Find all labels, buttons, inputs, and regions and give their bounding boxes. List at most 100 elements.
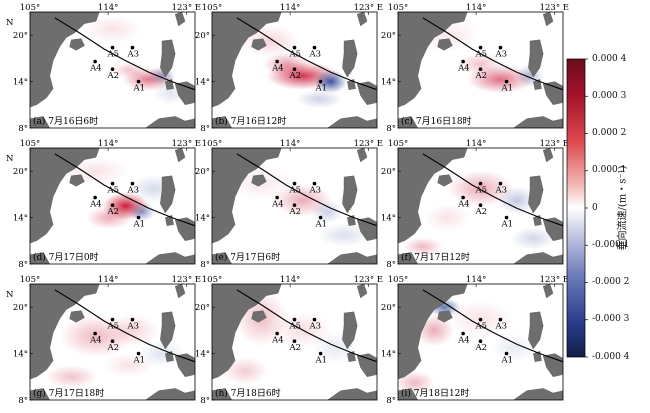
typhoon-track xyxy=(422,153,563,227)
upwelling-anomaly xyxy=(263,52,310,76)
station-label-a5: A5 xyxy=(107,186,120,196)
lon-label: 123° E xyxy=(172,3,201,13)
upwelling-anomaly xyxy=(398,371,435,395)
station-marker xyxy=(275,195,279,200)
colorbar-tick-label: 0.000 1 xyxy=(592,165,627,176)
panel-title: (i) 7月18日12时 xyxy=(401,387,469,399)
lat-label: 14° xyxy=(381,78,396,88)
station-marker xyxy=(110,339,115,344)
station-marker xyxy=(318,351,323,356)
station-marker xyxy=(130,317,135,322)
station-marker xyxy=(275,59,279,64)
map-panel-a: A5 A3 A4 A2 A1 20° 14° 8° 105° 114° 123° E N (a) 7月1… xyxy=(6,3,201,134)
land-mass xyxy=(30,148,195,264)
station-label-a1: A1 xyxy=(133,84,146,94)
panel-title: (g) 7月17日18时 xyxy=(33,387,104,399)
lon-label: 114° xyxy=(466,139,486,149)
station-label-a2: A2 xyxy=(289,207,302,217)
panel-frame xyxy=(211,147,378,265)
land-mass xyxy=(30,284,195,400)
station-marker xyxy=(461,195,465,200)
station-label-a4: A4 xyxy=(89,335,102,345)
lon-label: 114° xyxy=(466,3,486,13)
station-marker xyxy=(93,195,97,200)
panel-frame xyxy=(29,11,196,129)
station-label-a1: A1 xyxy=(501,84,514,94)
land-mass xyxy=(398,284,563,400)
station-label-a1: A1 xyxy=(133,220,146,230)
map-panel-b: A5 A3 A4 A2 A1 20° 14° 8° 105° 114° 123° E (b) 7月16… xyxy=(195,3,383,134)
panel-title: (a) 7月16日6时 xyxy=(33,115,98,127)
colorbar-gradient xyxy=(566,58,588,358)
station-label-a2: A2 xyxy=(289,71,302,81)
station-label-a4: A4 xyxy=(89,63,102,73)
lat-label: 20° xyxy=(13,167,28,177)
downwelling-anomaly xyxy=(490,333,537,362)
lon-label: 123° E xyxy=(540,3,569,13)
station-label-a2: A2 xyxy=(475,207,488,217)
lat-label: 8° xyxy=(386,260,396,270)
lon-label: 123° E xyxy=(354,275,383,285)
station-label-a2: A2 xyxy=(475,343,488,353)
station-label-a5: A5 xyxy=(475,186,488,196)
station-label-a2: A2 xyxy=(289,343,302,353)
panel-frame xyxy=(211,283,378,401)
lon-label: 105° xyxy=(20,3,40,13)
station-marker xyxy=(478,317,483,322)
vertical-velocity-field xyxy=(240,24,348,109)
typhoon-track xyxy=(54,289,195,363)
station-label-a4: A4 xyxy=(271,63,284,73)
lon-label: 114° xyxy=(280,275,300,285)
station-label-a4: A4 xyxy=(271,335,284,345)
station-marker xyxy=(136,215,141,220)
lat-label: 20° xyxy=(13,31,28,41)
lat-label: 14° xyxy=(195,350,210,360)
station-label-a4: A4 xyxy=(457,63,470,73)
panel-frame xyxy=(211,11,378,129)
lon-label: 105° xyxy=(388,3,408,13)
station-label-a4: A4 xyxy=(457,335,470,345)
colorbar-tick-label: -0.000 2 xyxy=(592,277,630,287)
station-label-a1: A1 xyxy=(501,220,514,230)
lon-label: 114° xyxy=(466,275,486,285)
station-marker xyxy=(275,331,279,336)
downwelling-anomaly xyxy=(497,186,537,215)
upwelling-anomaly xyxy=(105,314,159,347)
colorbar-tick-label: -0.000 3 xyxy=(592,314,630,325)
station-marker xyxy=(110,317,115,322)
lat-label: 20° xyxy=(381,31,396,41)
lon-label: 123° E xyxy=(172,275,201,285)
lon-label: 123° E xyxy=(354,139,383,149)
north-label: N xyxy=(6,290,14,300)
upwelling-anomaly xyxy=(44,365,98,389)
lon-label: 105° xyxy=(20,139,40,149)
lat-label: 14° xyxy=(13,350,28,360)
lat-label: 20° xyxy=(195,303,210,313)
station-marker xyxy=(292,203,297,208)
typhoon-track xyxy=(236,153,377,227)
lat-label: 20° xyxy=(195,167,210,177)
panel-frame xyxy=(397,11,564,129)
lat-label: 20° xyxy=(13,303,28,313)
lat-label: 14° xyxy=(13,214,28,224)
upwelling-anomaly xyxy=(457,52,504,76)
typhoon-track xyxy=(422,289,563,363)
typhoon-track xyxy=(236,289,377,363)
station-label-a5: A5 xyxy=(107,322,120,332)
station-label-a2: A2 xyxy=(107,207,120,217)
panel-frame xyxy=(29,283,196,401)
colorbar-tick-label: -0.000 1 xyxy=(592,239,630,250)
panel-title: (h) 7月18日6时 xyxy=(215,387,281,399)
colorbar-tick-label: 0.000 4 xyxy=(592,53,627,64)
lon-label: 123° E xyxy=(172,139,201,149)
station-label-a4: A4 xyxy=(457,199,470,209)
lat-label: 8° xyxy=(18,124,28,134)
lat-label: 8° xyxy=(200,124,210,134)
colorbar-bar xyxy=(566,58,586,358)
station-label-a3: A3 xyxy=(308,322,321,332)
station-marker xyxy=(504,79,509,84)
station-label-a3: A3 xyxy=(308,50,321,60)
colorbar-tick-label: 0.000 3 xyxy=(592,90,627,101)
typhoon-track xyxy=(422,17,563,91)
